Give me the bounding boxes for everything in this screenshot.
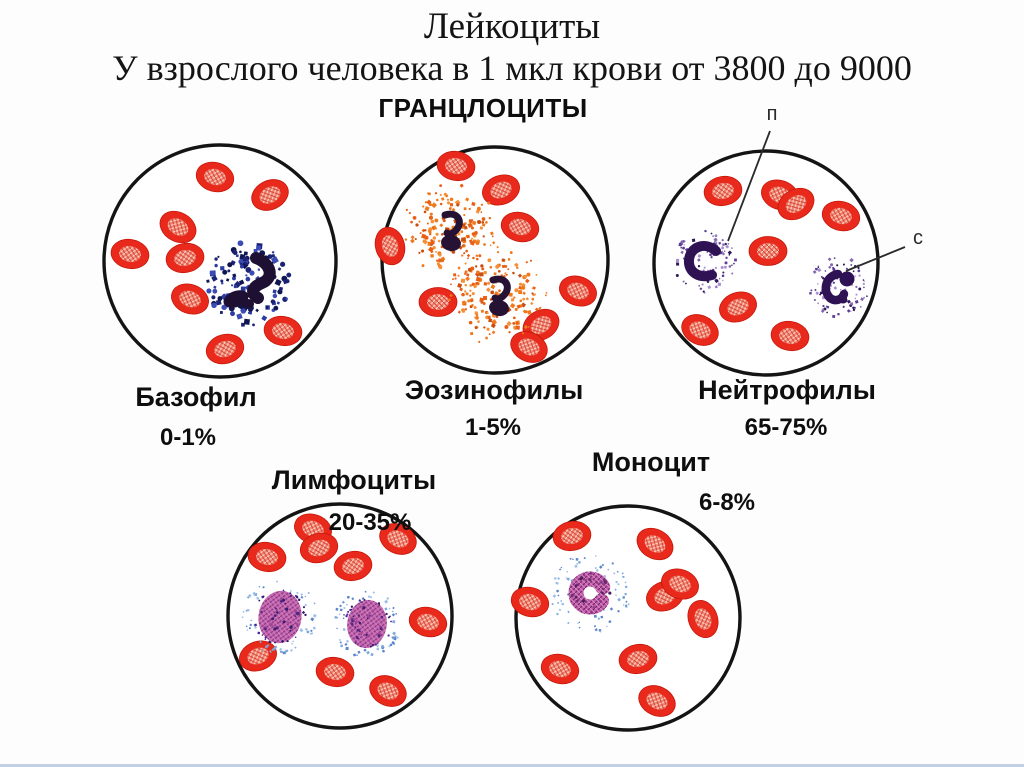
panel-lymphocytes: [226, 502, 454, 730]
rbc: [500, 211, 540, 243]
rbc: [195, 161, 235, 193]
rbc: [681, 314, 719, 346]
rbc: [165, 242, 205, 274]
rbc: [110, 238, 150, 270]
rbc: [510, 586, 550, 618]
monocyte-cell: [551, 555, 630, 633]
rbc: [333, 550, 373, 582]
granulocytes-heading: ГРАНЦЛОЦИТЫ: [378, 93, 588, 123]
rbc: [315, 656, 355, 688]
rbc: [821, 200, 861, 232]
neutrophil-band-cell: [675, 229, 737, 294]
annotation-segmented-neutrophil-label: с: [913, 227, 923, 249]
rbc: [777, 187, 815, 221]
rbc: [618, 643, 658, 675]
percent-basophil: 0-1%: [159, 424, 217, 451]
rbc: [552, 520, 592, 552]
rbc: [247, 541, 287, 573]
rbc: [770, 320, 810, 352]
percent-monocyte: 6-8%: [698, 489, 756, 516]
lymphocyte-cell: [334, 590, 399, 657]
eosinophil-cell: [404, 183, 496, 280]
percent-lymphocytes: 20-35%: [328, 509, 412, 536]
rbc: [369, 675, 407, 707]
label-basophil: Базофил: [135, 382, 257, 412]
label-neutrophils: Нейтрофилы: [698, 375, 876, 405]
panel-monocyte: [510, 504, 742, 732]
rbc: [418, 287, 458, 317]
rbc: [719, 291, 757, 323]
slide-subtitle: У взрослого человека в 1 мкл крови от 38…: [112, 48, 912, 88]
rbc: [171, 283, 209, 315]
rbc: [510, 331, 548, 363]
label-lymphocytes: Лимфоциты: [271, 465, 437, 495]
label-monocyte: Моноцит: [591, 447, 711, 477]
rbc: [263, 315, 303, 347]
label-eosinophils: Эозинофилы: [404, 375, 584, 405]
neutrophil-seg-cell: [809, 257, 868, 319]
rbc: [687, 600, 719, 638]
rbc: [703, 175, 743, 207]
rbc: [299, 532, 339, 564]
bottom-accent-line: [0, 764, 1024, 767]
rbc: [239, 640, 277, 672]
annotation-line: [845, 246, 906, 272]
rbc: [638, 685, 676, 717]
rbc: [661, 568, 699, 600]
percent-eosinophils: 1-5%: [464, 414, 522, 441]
panel-eosinophils: [374, 145, 610, 375]
panel-basophil: [102, 143, 338, 379]
panel-neutrophils: [652, 130, 906, 377]
rbc: [482, 174, 520, 206]
rbc: [559, 275, 597, 307]
annotation-band-neutrophil-label: п: [766, 103, 778, 125]
basophil-cell: [206, 240, 292, 327]
annotation-line: [727, 130, 771, 242]
rbc: [205, 333, 245, 365]
rbc: [251, 179, 289, 211]
rbc: [540, 653, 580, 685]
rbc: [436, 150, 476, 182]
rbc: [379, 523, 417, 555]
rbc: [748, 236, 788, 266]
lymphocyte-cell: [241, 580, 317, 655]
rbc: [374, 226, 406, 266]
percent-neutrophils: 65-75%: [744, 414, 828, 441]
rbc: [408, 606, 448, 638]
slide-title: Лейкоциты: [423, 6, 601, 47]
rbc: [636, 527, 674, 561]
rbc: [159, 210, 197, 244]
